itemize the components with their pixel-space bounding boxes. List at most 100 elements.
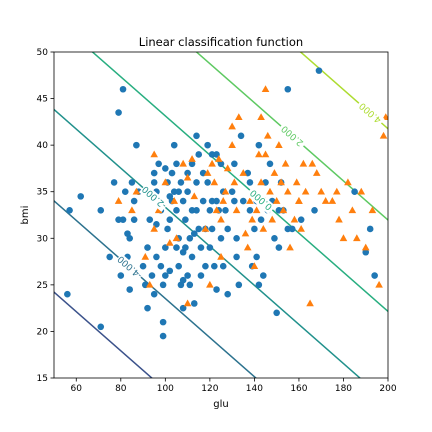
data-point-circle [311, 207, 318, 214]
x-tick-label: 160 [290, 384, 307, 394]
data-point-circle [184, 188, 191, 196]
x-axis-label: glu [213, 399, 228, 410]
data-point-circle [162, 272, 169, 279]
data-point-triangle [277, 178, 285, 186]
data-point-circle [133, 141, 140, 149]
data-point-circle [371, 272, 378, 279]
data-point-triangle [270, 169, 279, 176]
data-point-triangle [290, 215, 299, 223]
data-point-circle [284, 85, 292, 93]
data-point-circle [231, 197, 238, 205]
y-tick-label: 30 [37, 234, 49, 244]
data-point-circle [219, 262, 227, 270]
data-point-circle [97, 207, 105, 214]
data-point-triangle [279, 206, 288, 214]
data-point-circle [173, 207, 180, 214]
data-point-circle [144, 304, 151, 312]
data-point-circle [193, 179, 200, 186]
data-point-triangle [312, 169, 321, 176]
data-point-triangle [257, 178, 265, 186]
data-point-circle [235, 281, 243, 289]
data-point-triangle [165, 238, 174, 246]
data-point-circle [115, 109, 122, 116]
data-point-circle [217, 160, 225, 168]
data-point-triangle [172, 234, 181, 242]
data-point-circle [297, 216, 305, 223]
data-point-triangle [281, 159, 290, 167]
y-tick-label: 45 [37, 95, 48, 105]
data-point-triangle [259, 224, 268, 232]
data-point-circle [246, 179, 254, 186]
data-point-circle [162, 244, 169, 251]
data-point-circle [231, 160, 238, 168]
data-point-circle [128, 179, 136, 186]
data-point-circle [184, 169, 191, 177]
data-point-triangle [301, 187, 310, 195]
data-point-circle [179, 197, 187, 205]
data-point-circle [266, 160, 274, 168]
x-tick-label: 60 [71, 384, 83, 394]
data-point-triangle [299, 159, 308, 167]
data-point-triangle [201, 224, 210, 232]
data-point-circle [130, 216, 138, 223]
contour-label-background [277, 122, 307, 151]
data-point-circle [233, 253, 240, 261]
data-point-triangle [214, 155, 223, 162]
x-axis: 60 80 100 120 140 160 180 200 [71, 378, 397, 394]
data-point-triangle [246, 197, 254, 204]
data-point-triangle [286, 243, 294, 251]
data-point-circle [159, 281, 167, 289]
data-point-circle [170, 141, 178, 149]
data-point-circle [159, 332, 167, 340]
data-point-circle [126, 286, 134, 293]
data-point-triangle [275, 141, 283, 148]
data-point-circle [175, 262, 182, 270]
y-axis: 15 20 25 30 35 40 45 50 [37, 48, 54, 384]
data-point-circle [193, 207, 200, 214]
data-point-triangle [361, 243, 370, 251]
data-point-circle [213, 197, 220, 205]
data-point-circle [182, 216, 189, 223]
data-point-circle [206, 244, 214, 251]
contour-label-background [138, 183, 169, 212]
data-points [64, 67, 388, 340]
data-point-circle [233, 234, 240, 242]
data-point-triangle [141, 252, 150, 260]
x-tick-label: 120 [201, 384, 218, 394]
data-point-circle [66, 207, 73, 214]
data-point-circle [126, 234, 134, 242]
data-point-circle [184, 272, 191, 279]
data-point-triangle [257, 113, 265, 120]
contour-line [299, 52, 388, 130]
data-point-triangle [230, 178, 239, 186]
chart-title: Linear classification function [139, 35, 303, 49]
data-point-triangle [379, 131, 388, 139]
data-point-circle [186, 281, 194, 289]
data-point-circle [224, 225, 231, 233]
data-point-circle [166, 216, 174, 223]
data-point-circle [150, 169, 158, 177]
data-point-triangle [284, 187, 292, 195]
x-tick-label: 200 [379, 384, 396, 394]
data-point-triangle [357, 187, 366, 195]
data-point-circle [186, 234, 194, 242]
data-point-triangle [255, 150, 263, 158]
data-point-circle [251, 225, 258, 233]
data-point-triangle [221, 187, 230, 195]
data-point-triangle [353, 234, 361, 242]
data-point-circle [168, 169, 176, 177]
data-point-circle [148, 272, 156, 279]
data-point-circle [255, 281, 263, 289]
data-point-circle [179, 304, 187, 312]
data-point-triangle [188, 155, 196, 162]
data-point-circle [119, 216, 127, 223]
data-point-circle [204, 179, 211, 186]
data-point-triangle [266, 187, 274, 195]
data-point-triangle [344, 178, 352, 186]
data-point-circle [188, 160, 196, 168]
data-point-triangle [241, 229, 250, 237]
data-point-circle [315, 67, 323, 74]
data-point-circle [224, 290, 231, 298]
data-point-circle [162, 165, 169, 172]
data-point-triangle [228, 141, 236, 148]
